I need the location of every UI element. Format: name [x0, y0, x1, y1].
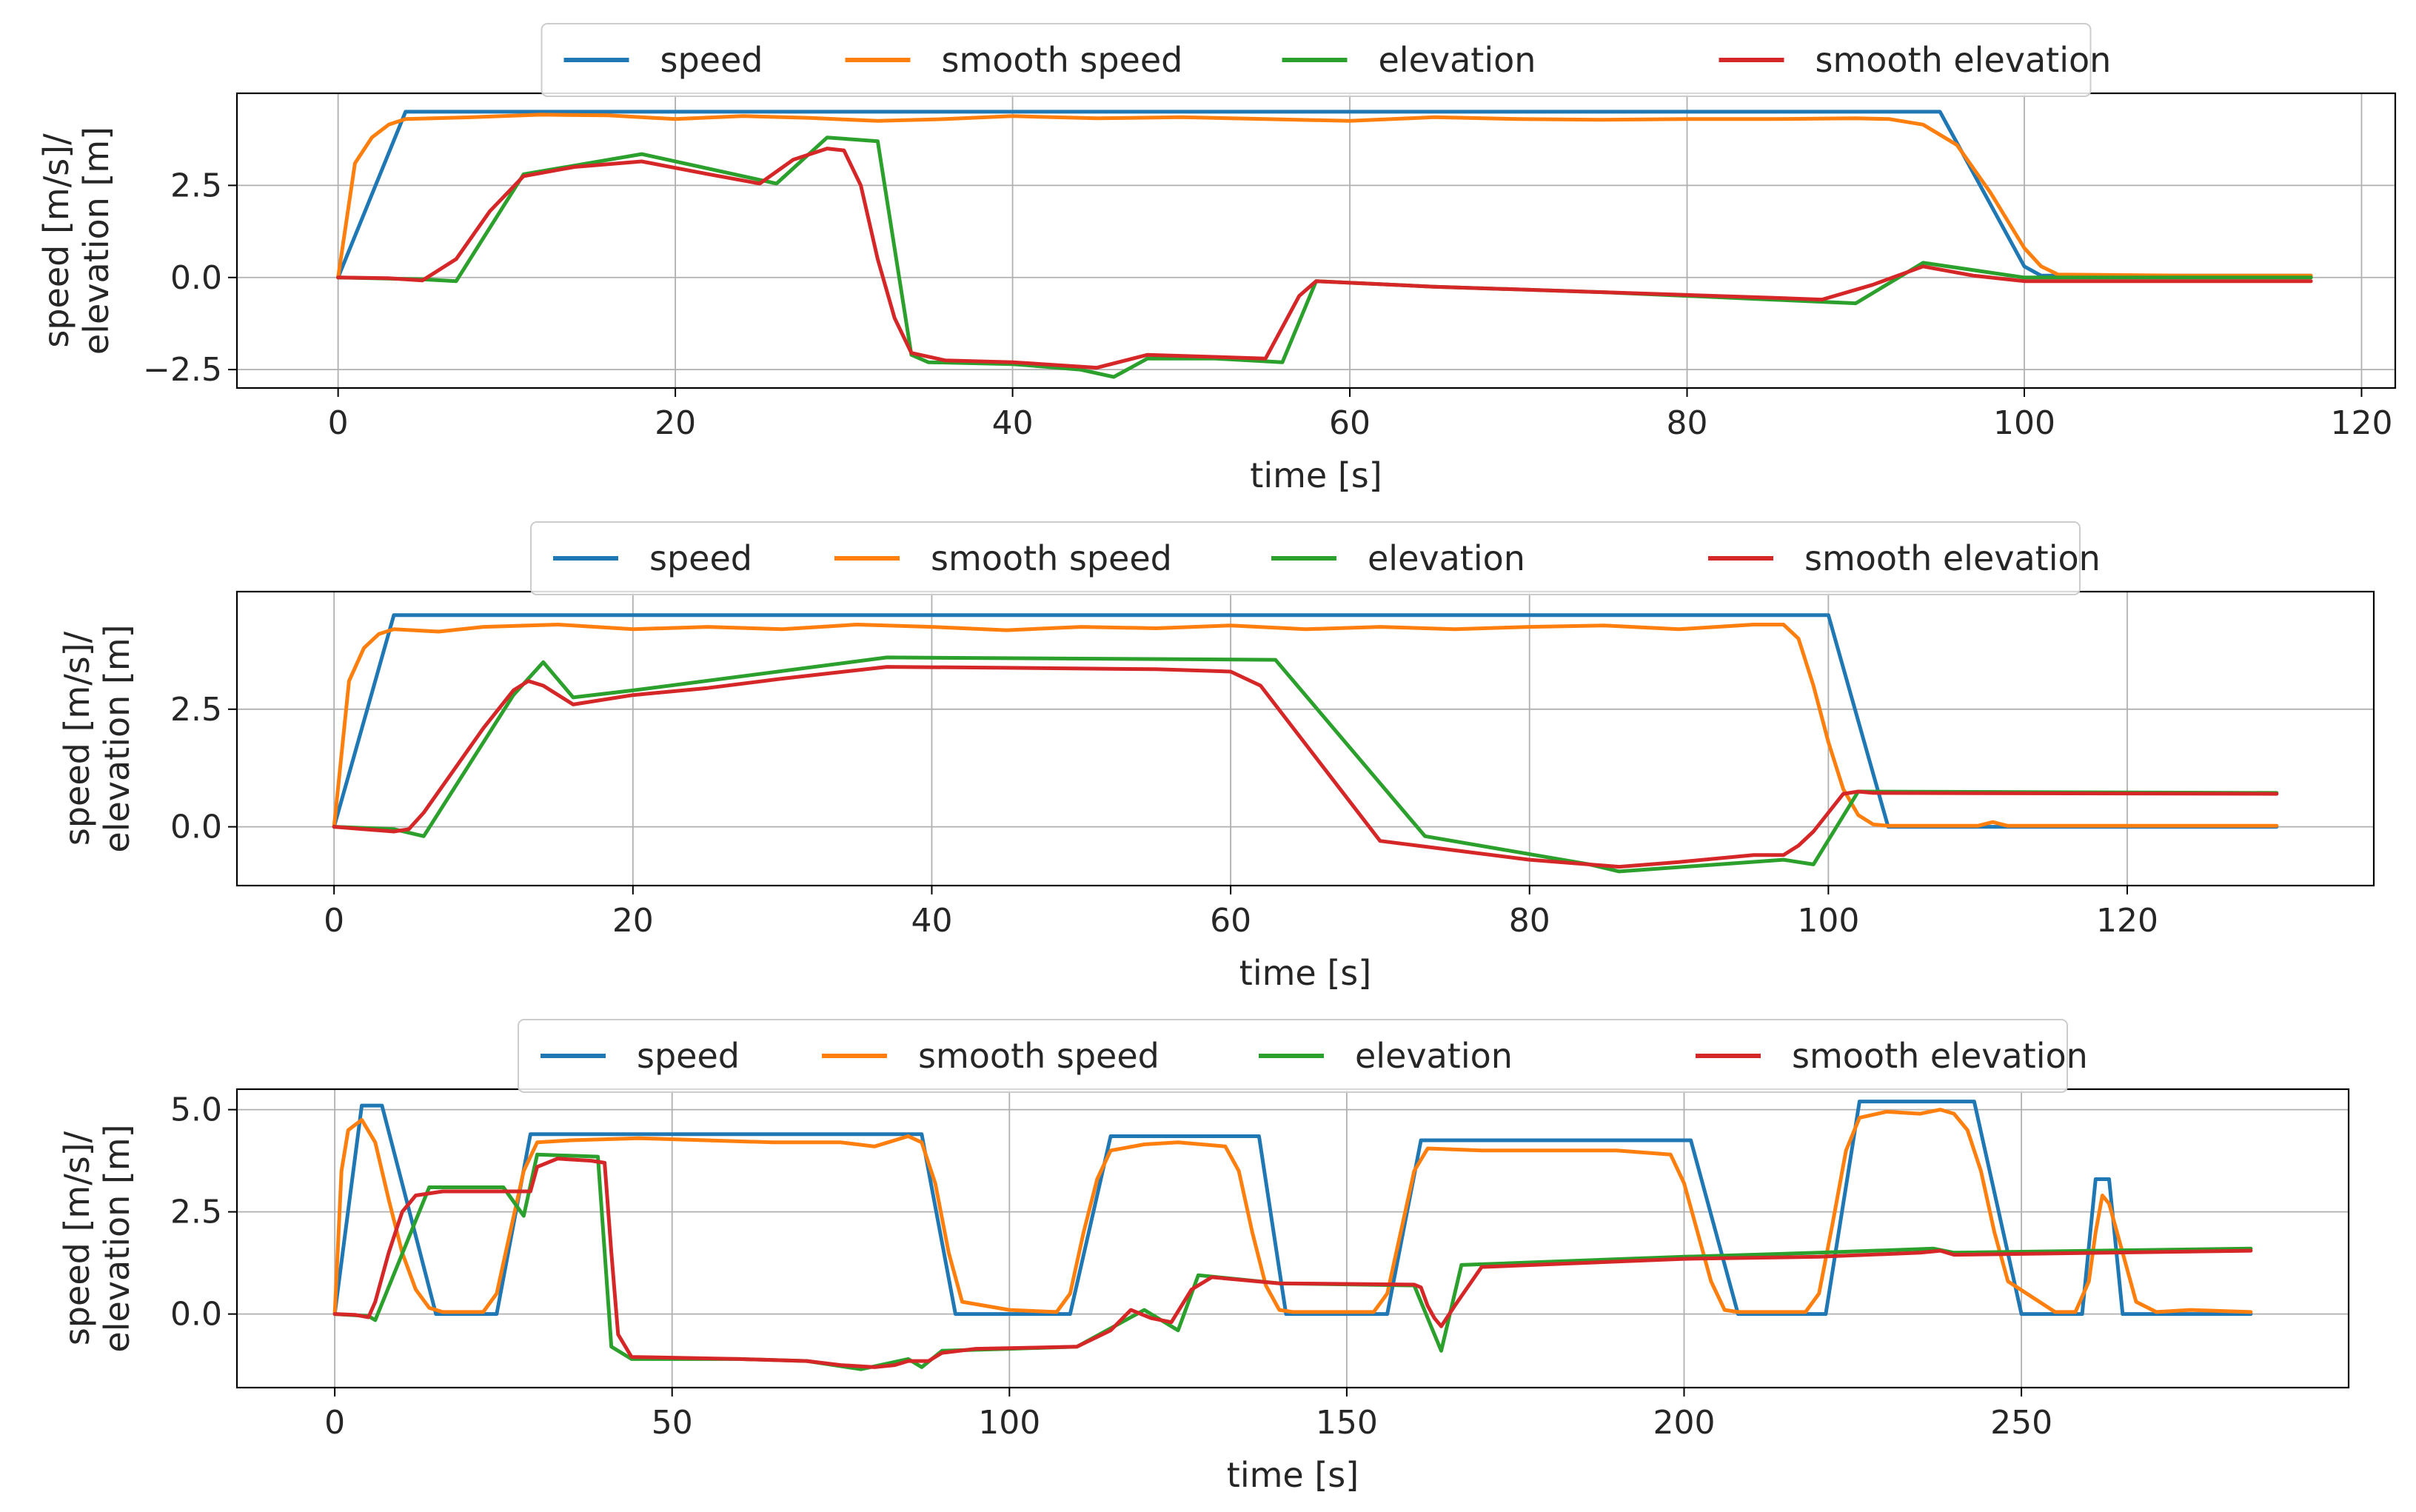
x-tick-label: 120	[2096, 902, 2158, 940]
x-tick-label: 100	[978, 1404, 1040, 1442]
x-axis-label: time [s]	[1250, 455, 1382, 495]
legend-label-speed: speed	[637, 1036, 740, 1076]
series-line-smooth-speed	[336, 113, 2313, 280]
y-axis-label: speed [m/s]/elevation [m]	[57, 1124, 137, 1352]
series-group	[336, 110, 2313, 379]
legend: speed smooth speed elevation smooth elevati…	[541, 23, 2112, 97]
series-line-smooth-elevation	[336, 147, 2313, 370]
y-axis-label: speed [m/s]/elevation [m]	[36, 127, 116, 355]
y-tick-label: 0.0	[170, 1296, 222, 1334]
series-line-smooth-elevation	[332, 665, 2279, 869]
legend-label-speed: speed	[660, 40, 763, 80]
y-axis-label-line: elevation [m]	[97, 1124, 137, 1352]
series-line-elevation	[336, 136, 2313, 379]
chart-panel-3: 0 50 100 150 200 250 0.0 2.5 5.0 time [s] speed [m…	[57, 1019, 2350, 1495]
chart-panel-1: 0 20 40 60 80 100 120 −2.5 0.0 2.5 time [s] speed […	[36, 23, 2397, 495]
y-tick-label: −2.5	[143, 351, 222, 389]
legend-label-elevation: elevation	[1355, 1036, 1513, 1076]
x-tick-label: 100	[1797, 902, 1859, 940]
x-tick-label: 100	[1993, 404, 2055, 442]
y-tick-label: 5.0	[170, 1091, 222, 1129]
y-axis-label-line: speed [m/s]/	[57, 631, 97, 846]
x-tick-label: 0	[328, 404, 349, 442]
x-tick-label: 40	[911, 902, 952, 940]
y-axis-label-line: elevation [m]	[97, 624, 137, 852]
series-line-elevation	[332, 1152, 2253, 1371]
legend-label-smooth-speed: smooth speed	[942, 40, 1183, 80]
series-line-speed	[336, 110, 2313, 280]
series-line-smooth-speed	[332, 623, 2279, 829]
x-axis-label: time [s]	[1227, 1455, 1359, 1495]
x-tick-label: 20	[655, 404, 696, 442]
series-line-speed	[332, 1100, 2253, 1317]
chart-panel-2: 0 20 40 60 80 100 120 0.0 2.5 time [s] speed [m/s]…	[57, 521, 2375, 993]
legend-label-smooth-speed: smooth speed	[918, 1036, 1160, 1076]
x-tick-label: 120	[2330, 404, 2392, 442]
x-tick-label: 200	[1653, 1404, 1715, 1442]
legend-label-smooth-elevation: smooth elevation	[1792, 1036, 2088, 1076]
series-line-elevation	[332, 655, 2279, 874]
axes-frame	[235, 92, 2397, 389]
y-axis-label-line: elevation [m]	[76, 127, 116, 355]
series-line-smooth-speed	[332, 1108, 2253, 1317]
y-tick-label: 0.0	[170, 259, 222, 297]
x-tick-label: 50	[652, 1404, 693, 1442]
y-tick-label: 2.5	[170, 167, 222, 204]
x-tick-label: 40	[992, 404, 1034, 442]
legend-label-elevation: elevation	[1368, 538, 1525, 578]
axes-frame	[235, 590, 2375, 887]
y-axis-label-line: speed [m/s]/	[57, 1131, 97, 1345]
legend: speed smooth speed elevation smooth elevati…	[518, 1019, 2088, 1093]
y-axis-label-line: speed [m/s]/	[36, 133, 76, 348]
y-tick-label: 2.5	[170, 1194, 222, 1231]
x-tick-label: 0	[324, 1404, 345, 1442]
x-tick-label: 250	[1990, 1404, 2052, 1442]
y-tick-label: 2.5	[170, 691, 222, 729]
x-tick-label: 20	[612, 902, 654, 940]
x-tick-label: 150	[1316, 1404, 1378, 1442]
x-tick-label: 60	[1329, 404, 1371, 442]
legend: speed smooth speed elevation smooth elevati…	[530, 521, 2101, 595]
x-tick-label: 0	[324, 902, 344, 940]
legend-label-smooth-speed: smooth speed	[931, 538, 1172, 578]
series-line-smooth-elevation	[332, 1157, 2253, 1369]
legend-label-smooth-elevation: smooth elevation	[1816, 40, 2112, 80]
y-axis-label: speed [m/s]/elevation [m]	[57, 624, 137, 852]
x-tick-label: 80	[1667, 404, 1708, 442]
legend-label-speed: speed	[649, 538, 752, 578]
y-tick-label: 0.0	[170, 809, 222, 846]
series-group	[332, 1100, 2253, 1371]
x-axis-label: time [s]	[1239, 953, 1371, 993]
series-group	[332, 613, 2279, 874]
x-tick-label: 80	[1509, 902, 1550, 940]
x-tick-label: 60	[1210, 902, 1251, 940]
legend-label-smooth-elevation: smooth elevation	[1804, 538, 2101, 578]
legend-label-elevation: elevation	[1379, 40, 1536, 80]
